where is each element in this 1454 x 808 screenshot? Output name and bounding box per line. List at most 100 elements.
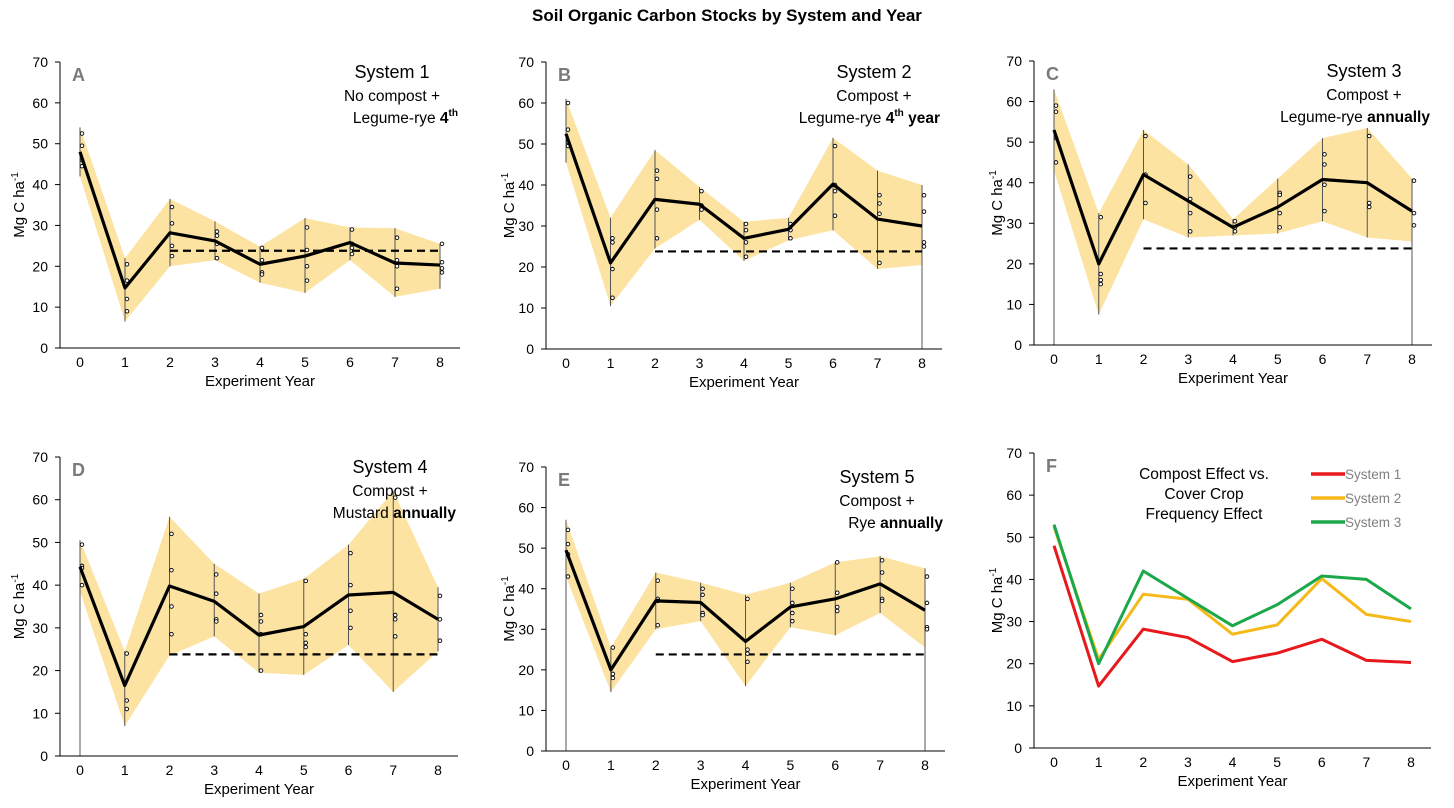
x-tick-label: 2: [166, 762, 174, 778]
data-point: [169, 221, 175, 226]
data-point: [304, 247, 310, 253]
x-tick-label: 0: [562, 355, 570, 371]
data-point: [437, 638, 443, 643]
y-tick-label: 50: [32, 534, 48, 550]
data-point: [654, 168, 660, 173]
data-point: [877, 260, 882, 266]
data-point: [610, 236, 615, 241]
y-tick-label: 50: [1006, 134, 1022, 150]
data-point: [743, 227, 749, 233]
data-point: [214, 255, 220, 261]
x-tick-label: 0: [76, 354, 84, 370]
x-tick-label: 7: [1362, 754, 1370, 770]
data-point: [1322, 162, 1327, 167]
data-point: [610, 645, 616, 650]
series-line-system-1: [1052, 545, 1412, 688]
confidence-band: [80, 127, 440, 322]
x-tick-label: 2: [652, 757, 660, 773]
y-tick-label: 50: [32, 136, 48, 152]
data-point: [304, 278, 310, 283]
y-tick-label: 30: [1006, 215, 1022, 231]
x-tick-label: 6: [1318, 754, 1326, 770]
data-point: [1143, 133, 1148, 139]
data-point: [439, 241, 445, 247]
y-tick-label: 70: [32, 54, 48, 70]
data-point: [394, 286, 400, 292]
x-tick-label: 8: [921, 757, 929, 773]
y-tick-label: 30: [32, 217, 48, 233]
chart-svg: 0 10 20 30 40 50 60 70 0 1 2 3 4 5 6 7 8 Experiment Year M…: [988, 445, 1431, 790]
data-point: [921, 192, 927, 198]
y-tick-label: 50: [518, 136, 534, 152]
x-tick-label: 7: [874, 355, 882, 371]
panel-letter: B: [558, 65, 571, 85]
data-point: [1232, 219, 1238, 224]
y-tick-label: 0: [40, 748, 48, 764]
data-point: [213, 572, 219, 577]
data-point: [169, 531, 174, 537]
y-tick-label: 60: [1006, 94, 1022, 110]
panel-subtitle-line1: Compost +: [839, 493, 914, 510]
data-point: [1411, 210, 1417, 216]
data-point: [1367, 204, 1372, 210]
panel-title: System 3: [1326, 61, 1401, 81]
y-tick-label: 40: [32, 177, 48, 193]
data-point: [924, 627, 930, 632]
x-tick-label: 0: [1050, 754, 1058, 770]
data-point: [1098, 271, 1103, 277]
y-tick-label: 40: [32, 577, 48, 593]
y-tick-label: 50: [1006, 529, 1022, 545]
x-tick-label: 4: [255, 762, 263, 778]
data-point: [169, 253, 175, 259]
data-point: [124, 278, 130, 283]
data-point: [437, 617, 443, 622]
x-tick-label: 4: [740, 355, 748, 371]
x-tick-label: 2: [651, 355, 659, 371]
data-point: [1187, 229, 1193, 234]
x-tick-label: 6: [829, 355, 837, 371]
y-tick-label: 30: [32, 620, 48, 636]
x-tick-label: 7: [391, 354, 399, 370]
data-point: [79, 131, 85, 136]
legend-label: System 2: [1345, 491, 1401, 506]
x-tick-label: 0: [562, 757, 570, 773]
panel-title: System 1: [354, 62, 429, 82]
y-tick-label: 20: [518, 259, 534, 275]
chart-svg: 0 10 20 30 40 50 60 70 0 1 2 3 4 5 6 7 8 Experiment Year M…: [10, 449, 458, 798]
chart-svg: 0 10 20 30 40 50 60 70 0 1 2 3 4 5 6 7 8 Experiment Year M…: [10, 54, 460, 390]
data-point: [1143, 200, 1148, 206]
data-point: [654, 207, 660, 212]
data-point: [169, 604, 174, 609]
data-point: [565, 574, 571, 579]
panel-subtitle-line1: Compost +: [836, 88, 911, 105]
data-point: [124, 261, 130, 267]
data-point: [1367, 133, 1372, 139]
data-point: [743, 221, 749, 227]
data-point: [348, 625, 353, 631]
data-point: [258, 619, 264, 624]
data-point: [1322, 208, 1327, 214]
x-tick-label: 3: [1184, 351, 1192, 367]
data-point: [877, 211, 882, 216]
x-tick-label: 4: [1229, 351, 1237, 367]
data-point: [1232, 229, 1238, 234]
data-point: [348, 608, 353, 614]
chart-panel-b: 0 10 20 30 40 50 60 70 0 1 2 3 4 5 6 7 8 Experiment Year M…: [490, 48, 960, 398]
data-point: [879, 598, 885, 604]
y-tick-label: 40: [518, 177, 534, 193]
x-tick-label: 7: [1363, 351, 1371, 367]
data-point: [790, 618, 795, 624]
data-point: [877, 201, 882, 206]
data-point: [79, 542, 85, 547]
data-point: [743, 240, 749, 245]
chart-svg: 0 10 20 30 40 50 60 70 0 1 2 3 4 5 6 7 8 Experiment Year M…: [988, 53, 1432, 387]
y-tick-label: 30: [518, 621, 534, 637]
data-point: [835, 590, 840, 596]
data-point: [258, 612, 264, 618]
panel-subtitle-line1: No compost +: [344, 88, 440, 105]
x-tick-label: 4: [1229, 754, 1237, 770]
data-point: [169, 567, 174, 573]
y-axis-label: Mg C ha-1: [10, 172, 28, 238]
panel-letter: D: [72, 460, 85, 480]
y-tick-label: 40: [518, 581, 534, 597]
